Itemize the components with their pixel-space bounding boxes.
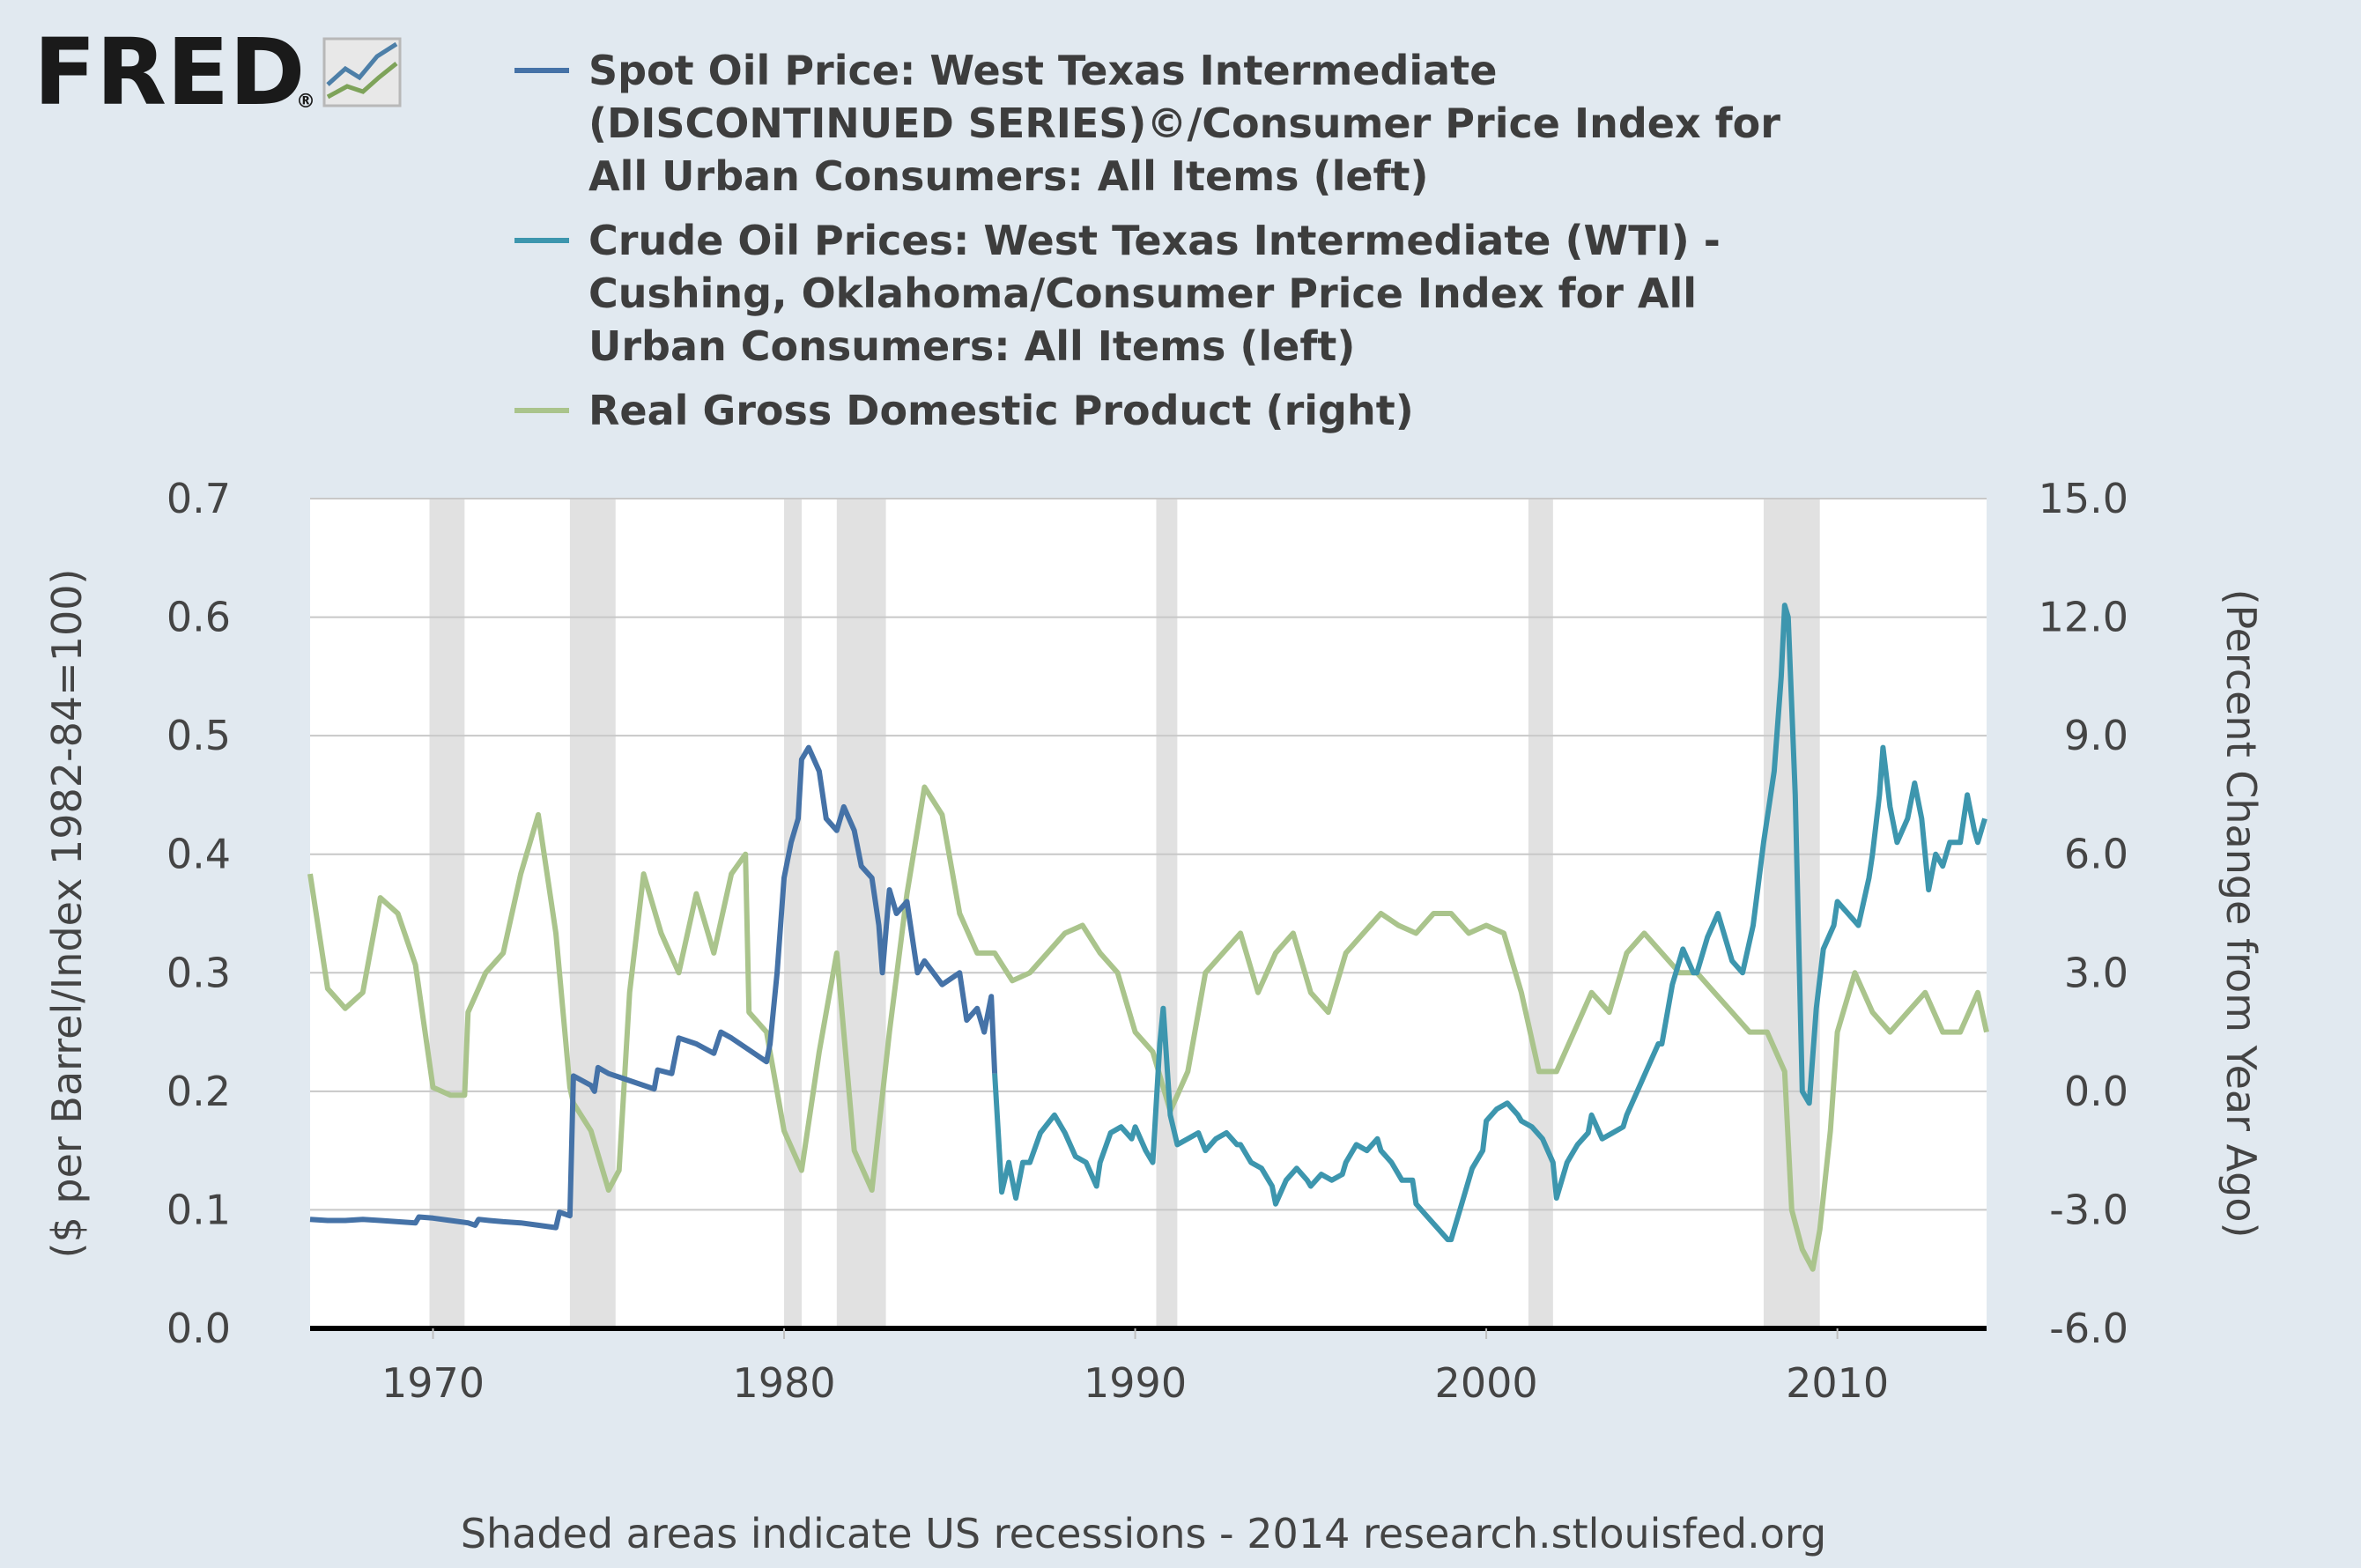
right-axis-title: (Percent Change from Year Ago) [2217,589,2265,1239]
left-tick-label-0.5: 0.5 [167,712,231,759]
left-tick-label-0.2: 0.2 [167,1068,231,1115]
right-tick-label-12.0: 12.0 [2039,594,2128,641]
x-tick-label-2000: 2000 [1435,1359,1538,1407]
x-tick-label-1990: 1990 [1084,1359,1187,1407]
left-tick-label-0.6: 0.6 [167,594,231,641]
right-axis-ticks: -6.0 -3.0 0.0 3.0 6.0 9.0 12.0 15.0 [2039,475,2128,1352]
plot-area [310,499,1987,1328]
right-tick-label-0.0: 0.0 [2064,1068,2128,1115]
legend: Spot Oil Price: West Texas Intermediate(… [514,47,1780,434]
left-tick-label-0.1: 0.1 [167,1186,231,1233]
chart-icon [322,37,402,107]
series-line-1 [309,744,998,1231]
recession-band-6 [1528,499,1553,1328]
legend-label-3: Real Gross Domestic Product (right) [588,387,1414,434]
gridlines [310,498,1987,1211]
left-tick-label-0.7: 0.7 [167,475,231,522]
recession-band-2 [569,499,616,1328]
fred-logo[interactable]: FRED ® [33,18,402,126]
recession-band-3 [784,499,802,1328]
footer-note: Shaded areas indicate US recessions - 20… [461,1510,1826,1557]
series-line-3 [307,784,1989,1272]
left-axis-ticks: 0.0 0.1 0.2 0.3 0.4 0.5 0.6 0.7 [167,475,231,1352]
right-tick-label-6.0: 6.0 [2064,831,2128,878]
x-axis-ticks: 1970 1980 1990 2000 2010 [381,1328,1889,1407]
right-tick-label--3.0: -3.0 [2049,1186,2128,1233]
logo-registered-mark: ® [296,91,315,113]
left-tick-label-0.0: 0.0 [167,1305,231,1352]
left-axis-title: ($ per Barrel/Index 1982-84=100) [43,569,91,1259]
right-tick-label--6.0: -6.0 [2049,1305,2128,1352]
x-tick-label-1970: 1970 [381,1359,485,1407]
right-tick-label-9.0: 9.0 [2064,712,2128,759]
x-tick-label-2010: 2010 [1786,1359,1889,1407]
right-tick-label-3.0: 3.0 [2064,949,2128,996]
recession-band-1 [429,499,465,1328]
legend-label-1: Spot Oil Price: West Texas Intermediate(… [588,47,1780,200]
series-line-2 [992,603,1987,1243]
legend-label-2: Crude Oil Prices: West Texas Intermediat… [588,217,1721,370]
recession-band-5 [1156,499,1178,1328]
x-tick-label-1980: 1980 [732,1359,835,1407]
logo-text: FRED [33,18,306,126]
left-tick-label-0.4: 0.4 [167,831,231,878]
right-tick-label-15.0: 15.0 [2039,475,2128,522]
series-layer [307,603,1989,1272]
left-tick-label-0.3: 0.3 [167,949,231,996]
